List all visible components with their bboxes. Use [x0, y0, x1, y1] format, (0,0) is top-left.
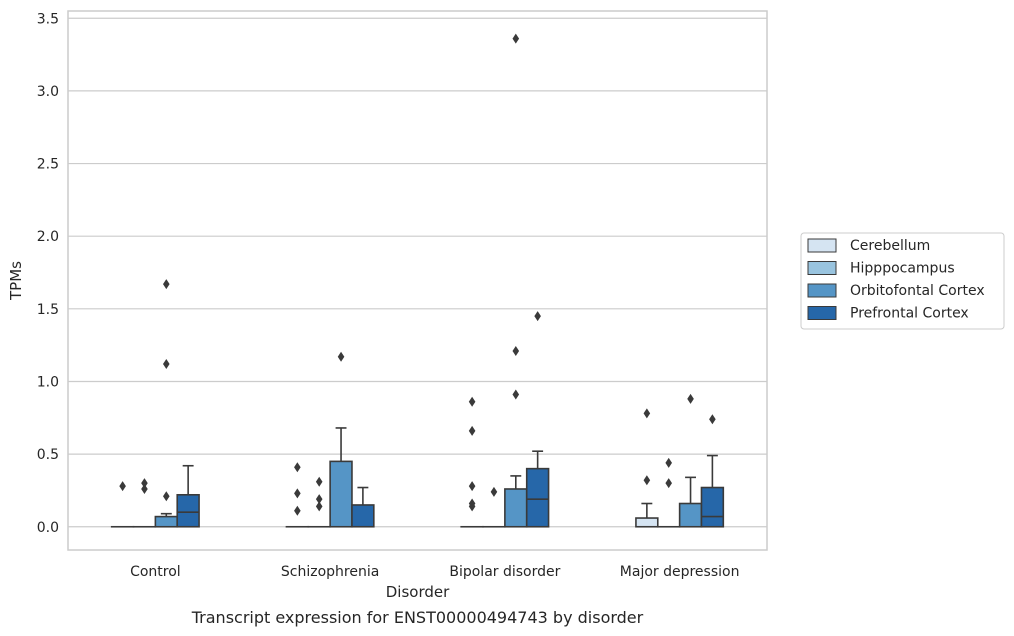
box [525, 467, 550, 528]
box [678, 502, 703, 528]
outlier-point [468, 481, 476, 492]
y-tick-label: 2.0 [37, 229, 59, 245]
outlier-point [337, 351, 345, 362]
outlier-point [512, 389, 520, 400]
x-axis-title: Disorder [386, 583, 450, 601]
gridlines [68, 17, 767, 528]
box [635, 517, 659, 528]
outlier-point [315, 476, 323, 487]
outlier-point [490, 486, 498, 497]
y-tick-labels: 0.0 0.5 1.0 1.5 2.0 2.5 3.0 3.5 [37, 11, 59, 535]
box [154, 515, 179, 528]
outlier-point [141, 483, 148, 494]
box-group [656, 457, 681, 528]
x-tick-label: Bipolar disorder [449, 564, 560, 580]
box-group [700, 414, 725, 528]
outlier-point [315, 494, 323, 505]
box-series-layer [110, 33, 725, 528]
y-tick-label: 1.5 [37, 302, 59, 318]
outlier-point [665, 478, 673, 489]
y-tick-label: 0.0 [37, 520, 59, 536]
legend-swatch [807, 283, 837, 298]
outlier-point [315, 501, 323, 512]
outlier-point [643, 475, 651, 486]
outlier-point [468, 425, 476, 436]
box-group [351, 486, 375, 528]
y-tick-label: 0.5 [37, 447, 59, 463]
legend-swatch [807, 238, 837, 253]
outlier-point [512, 33, 520, 44]
legend-label: Prefrontal Cortex [850, 306, 969, 322]
box-group [460, 396, 484, 528]
y-tick-label: 2.5 [37, 157, 59, 173]
legend-label: Cerebellum [850, 238, 930, 254]
outlier-point [709, 414, 716, 425]
outlier-point [162, 279, 170, 290]
outlier-point [162, 359, 170, 370]
x-tick-label: Control [130, 564, 181, 580]
outlier-point [665, 457, 673, 468]
outlier-point [294, 488, 301, 499]
x-tick-labels: Control Schizophrenia Bipolar disorder Majo… [130, 564, 739, 580]
outlier-point [468, 396, 476, 407]
y-tick-label: 3.5 [37, 11, 59, 27]
outlier-point [468, 498, 476, 509]
y-axis-title: TPMs [7, 261, 25, 301]
outlier-point [687, 393, 694, 404]
box-group [504, 33, 528, 528]
outlier-point [294, 462, 301, 473]
legend-swatch [807, 306, 837, 320]
outlier-point [162, 491, 170, 502]
chart-caption: Transcript expression for ENST0000049474… [191, 608, 644, 627]
outlier-point [294, 505, 301, 516]
box-group [176, 464, 200, 528]
box-group [285, 462, 310, 528]
box [504, 488, 528, 528]
legend: Cerebellum Hipppocampus Orbitofontal Corte… [800, 232, 1005, 330]
outlier-point [119, 481, 126, 492]
box-group [132, 478, 157, 528]
series-orbitofontal-cortex [154, 33, 703, 528]
outlier-point [512, 345, 520, 356]
series-cerebellum [110, 396, 659, 528]
legend-label: Orbitofontal Cortex [850, 283, 985, 299]
outlier-point [643, 408, 651, 419]
box-group [307, 476, 331, 528]
series-hipppocampus [132, 457, 681, 528]
legend-frame [800, 232, 1005, 330]
y-tick-label: 3.0 [37, 84, 59, 100]
outlier-point [141, 478, 148, 489]
box [329, 460, 353, 528]
box [700, 486, 725, 528]
outlier-point [534, 311, 541, 322]
box-group [482, 486, 506, 528]
box-group [525, 311, 550, 528]
box [176, 493, 200, 528]
box-group [329, 351, 353, 528]
box [351, 504, 375, 528]
series-prefrontal-cortex [176, 311, 725, 528]
plot-area-frame [67, 10, 768, 551]
x-tick-label: Schizophrenia [281, 564, 379, 580]
y-tick-label: 1.0 [37, 374, 59, 390]
box-group [110, 481, 135, 528]
box-group [154, 279, 179, 528]
box-group [635, 408, 659, 528]
legend-swatch [807, 261, 837, 275]
box-group [678, 393, 703, 528]
x-tick-label: Major depression [620, 564, 740, 580]
legend-label: Hipppocampus [850, 261, 955, 277]
